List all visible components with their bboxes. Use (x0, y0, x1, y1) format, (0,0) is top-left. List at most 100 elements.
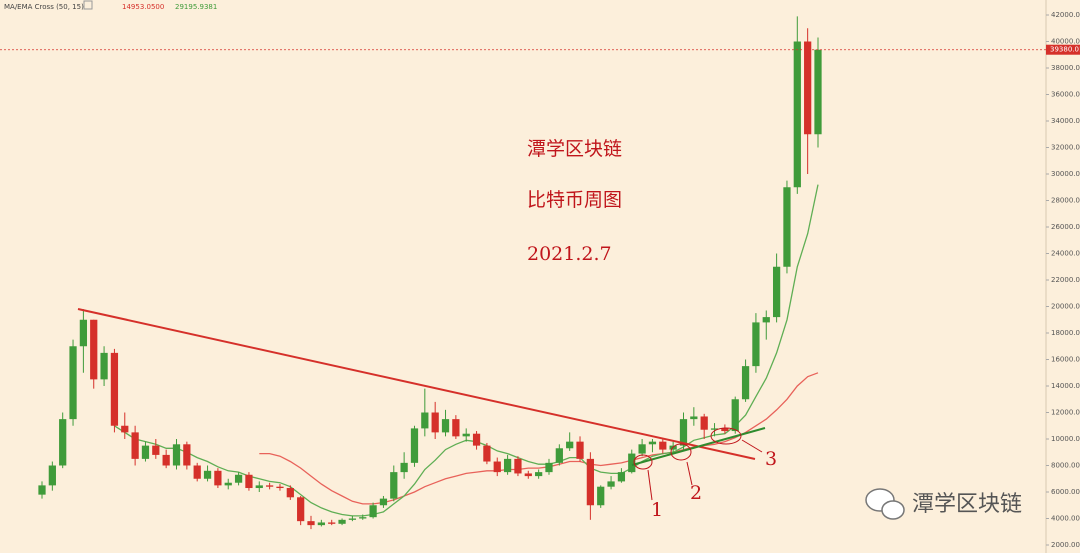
candle-body (576, 441, 584, 459)
candle-body (472, 433, 481, 446)
candle-body (359, 517, 367, 519)
arrow (647, 469, 653, 501)
candle-body (617, 472, 626, 482)
y-tick-label: 22000.00 (1051, 276, 1080, 284)
candle-body (110, 352, 119, 426)
candle-body (152, 445, 160, 455)
price-tag-label: 39380.01 (1050, 46, 1080, 54)
candle-body (141, 445, 150, 459)
y-tick-label: 28000.00 (1051, 197, 1080, 205)
arrow (741, 439, 763, 453)
candle-body (741, 366, 750, 400)
candle-body (48, 465, 56, 486)
candle-body (317, 522, 325, 526)
title: 潭学区块链 (527, 138, 622, 160)
y-tick-label: 40000.00 (1051, 38, 1080, 46)
candle-body (255, 485, 263, 489)
candle-body (307, 521, 315, 526)
watermark-icon (865, 488, 905, 520)
candle-body (462, 433, 470, 437)
candle-body (421, 412, 429, 429)
candle-body (390, 472, 398, 499)
indicator-label: MA/EMA Cross (50, 15) (4, 3, 84, 11)
candle-body (483, 445, 491, 462)
y-tick-label: 38000.00 (1051, 64, 1080, 72)
candle-body (752, 322, 760, 367)
annotation: 2 (690, 482, 702, 504)
candle-body (514, 458, 522, 474)
ema-value: 29195.9381 (175, 3, 217, 11)
candle-body (431, 412, 439, 433)
candle-body (90, 319, 98, 380)
y-tick-label: 10000.00 (1051, 435, 1080, 443)
candle-body (493, 461, 501, 473)
annotation: 1 (651, 499, 663, 521)
y-tick-label: 4000.00 (1051, 515, 1080, 523)
y-tick-label: 2000.00 (1051, 541, 1080, 549)
candle-body (452, 419, 460, 437)
candle-body (679, 419, 688, 446)
candle-body (245, 474, 253, 489)
candle-body (338, 519, 346, 524)
ma-value: 14953.0500 (122, 3, 164, 11)
candle-body (793, 41, 801, 188)
candle-body (700, 416, 708, 430)
candle-body (659, 441, 667, 450)
candle-body (183, 444, 191, 466)
y-tick-label: 26000.00 (1051, 223, 1080, 231)
circle-mark (670, 443, 692, 461)
y-tick-label: 6000.00 (1051, 488, 1080, 496)
candle-body (503, 458, 512, 473)
y-tick-label: 32000.00 (1051, 144, 1080, 152)
candle-body (441, 419, 450, 433)
candle-body (638, 444, 646, 454)
date: 2021.2.7 (527, 243, 612, 265)
y-tick-label: 36000.00 (1051, 91, 1080, 99)
annotation: 3 (765, 448, 777, 470)
candle-body (79, 319, 88, 347)
ma-line (259, 372, 819, 505)
y-tick-label: 8000.00 (1051, 462, 1080, 470)
candle-body (328, 522, 336, 524)
candle-body (69, 346, 77, 420)
y-tick-label: 18000.00 (1051, 329, 1080, 337)
candle-body (597, 486, 605, 506)
candle-body (203, 470, 212, 479)
candle-body (783, 187, 791, 267)
y-tick-label: 20000.00 (1051, 303, 1080, 311)
candle-body (648, 441, 657, 445)
candle-body (162, 454, 170, 466)
candle-body (555, 448, 563, 463)
candle-body (607, 481, 615, 487)
candle-body (772, 266, 781, 318)
candle-body (524, 473, 532, 477)
plot: 2000.004000.006000.008000.0010000.001200… (38, 11, 1080, 549)
y-tick-label: 42000.00 (1051, 11, 1080, 19)
subtitle: 比特币周图 (527, 189, 622, 211)
candle-body (710, 428, 719, 430)
trendline (77, 308, 756, 460)
candle-body (535, 472, 543, 477)
candle-body (131, 432, 139, 459)
circle-mark (710, 427, 742, 445)
price-tag (1046, 44, 1080, 55)
y-tick-label: 14000.00 (1051, 382, 1080, 390)
candle-body (348, 518, 357, 520)
candle-body (721, 428, 729, 432)
y-tick-label: 30000.00 (1051, 170, 1080, 178)
candle-body (586, 458, 594, 506)
candle-body (762, 317, 770, 323)
y-tick-label: 34000.00 (1051, 117, 1080, 125)
candle-body (379, 498, 388, 506)
candle-body (297, 497, 305, 522)
candle-body (172, 444, 181, 466)
candle-body (410, 428, 419, 463)
candle-body (38, 485, 46, 495)
candle-body (59, 419, 67, 466)
candle-body (286, 488, 294, 498)
candle-body (121, 425, 129, 433)
candle-body (628, 453, 636, 473)
y-tick-label: 12000.00 (1051, 409, 1080, 417)
circle-mark (633, 454, 653, 470)
